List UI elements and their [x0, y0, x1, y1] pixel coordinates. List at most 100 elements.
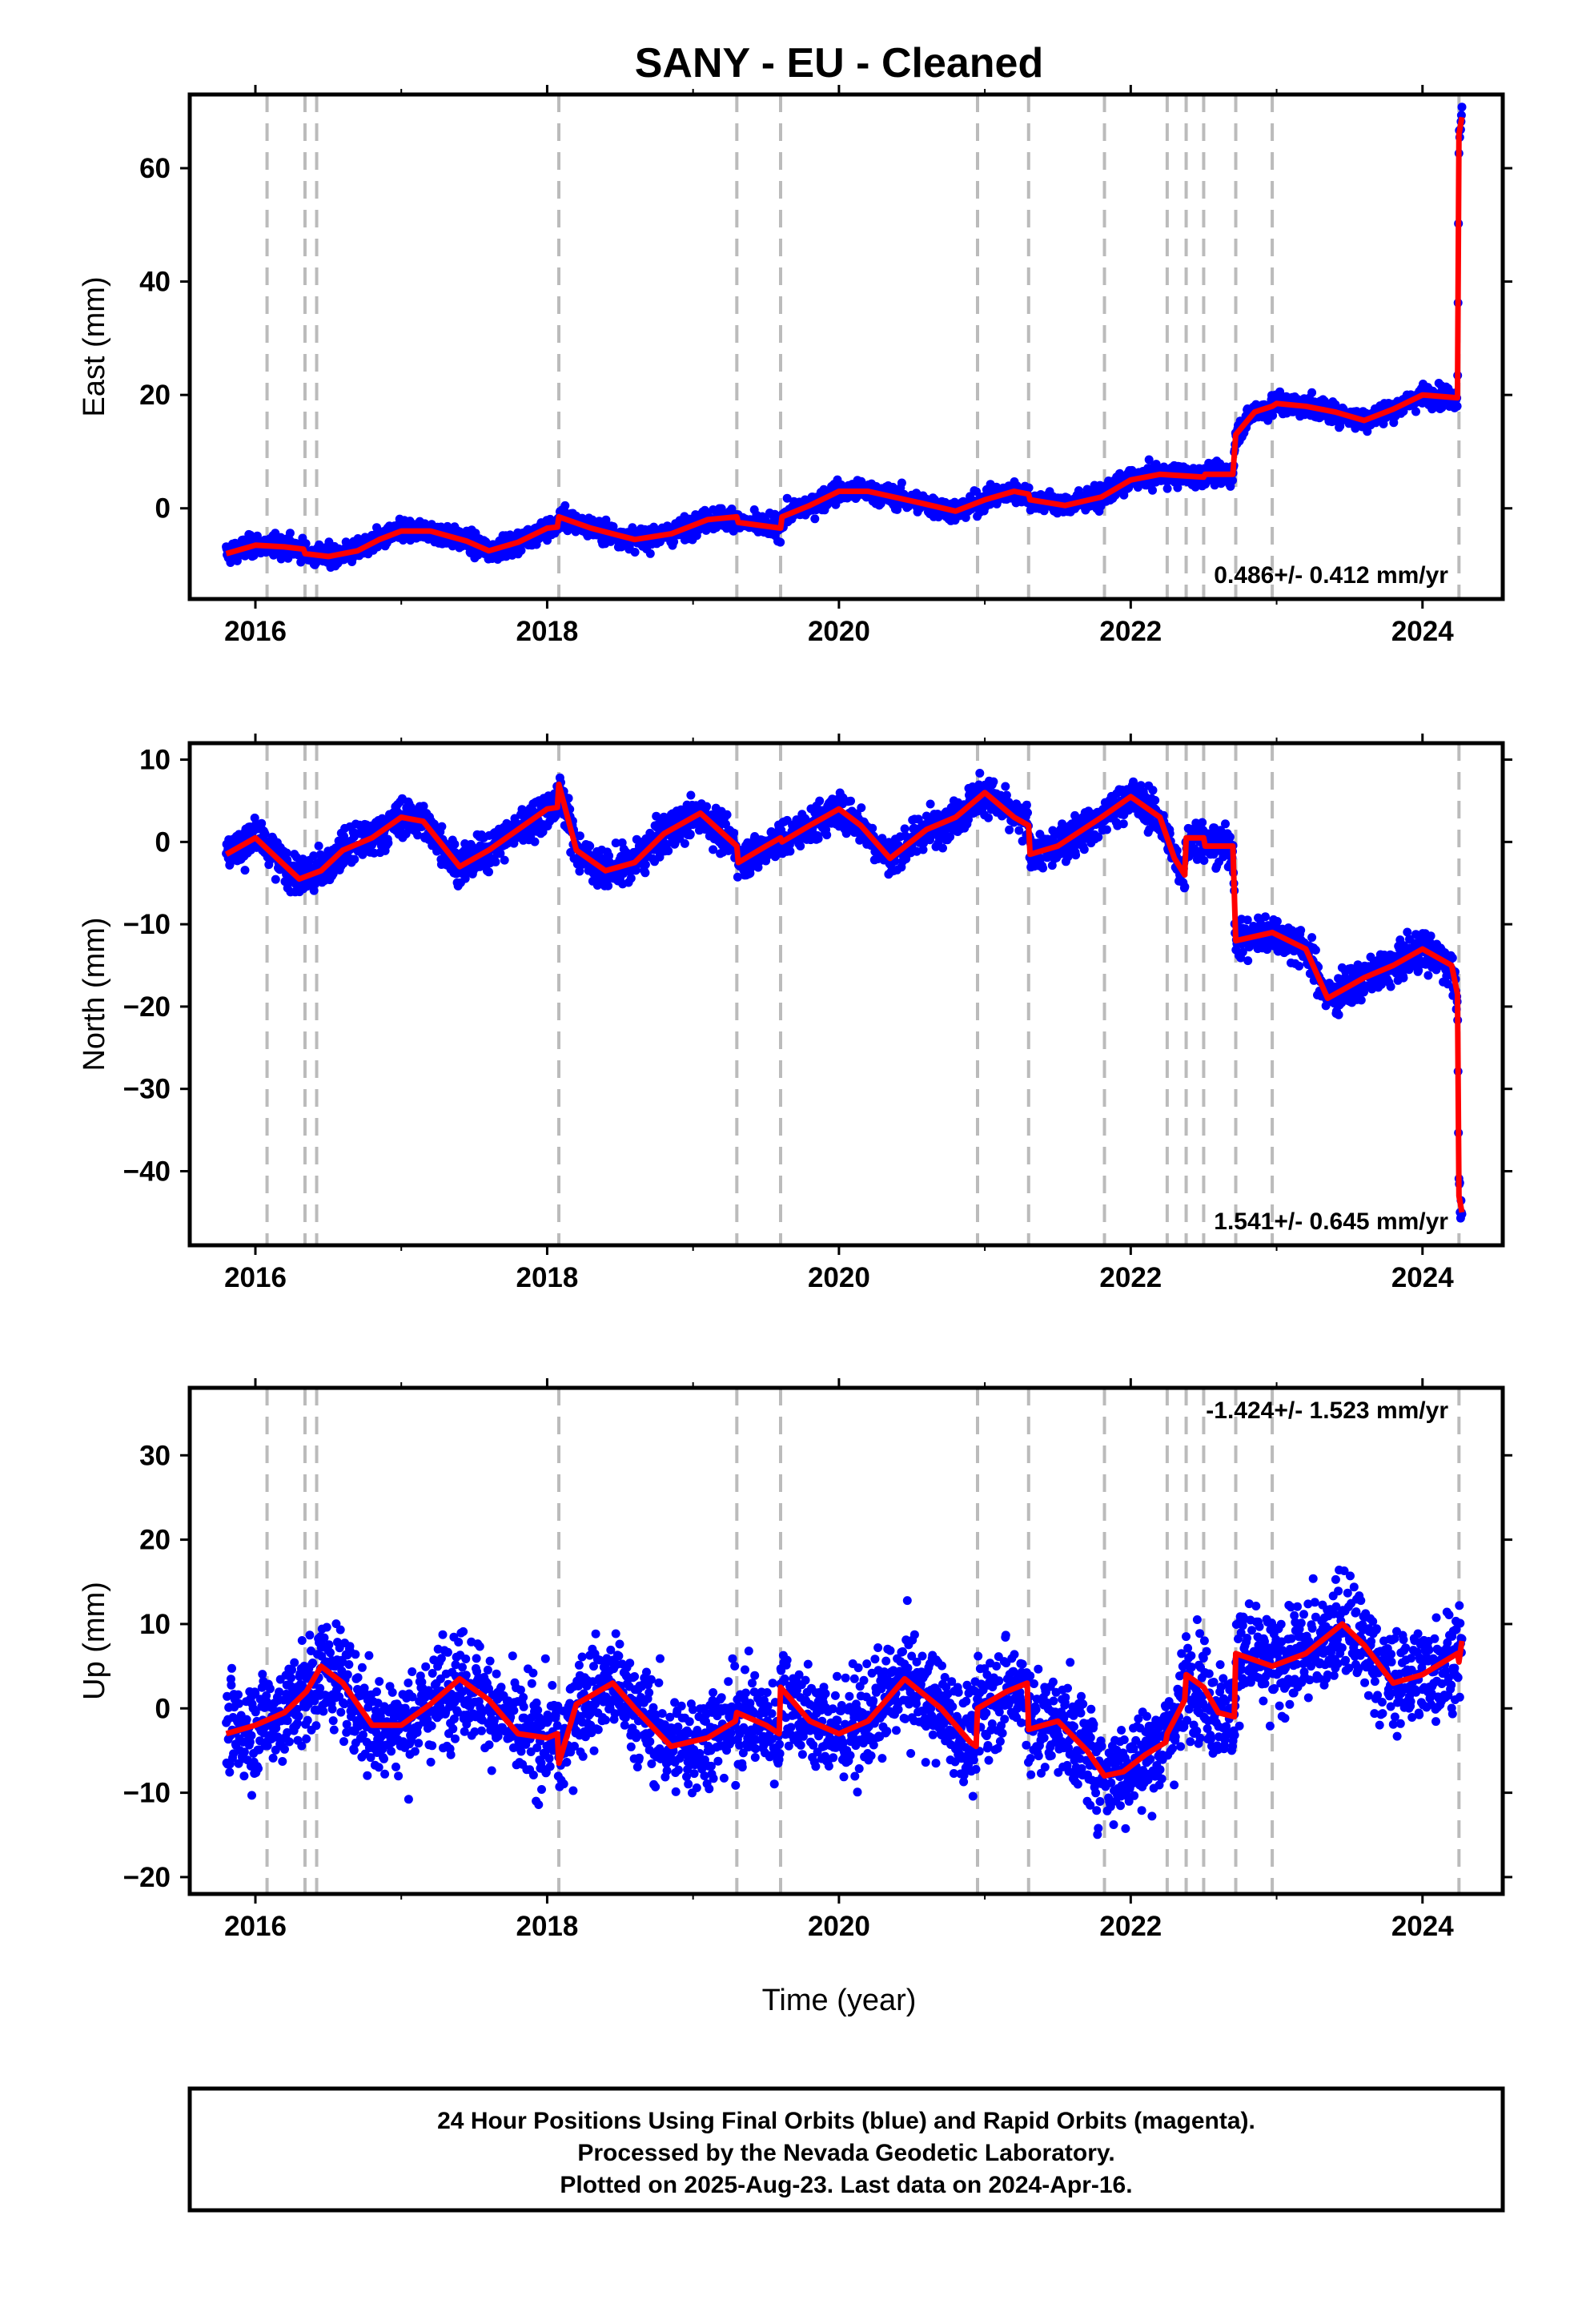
data-point — [309, 886, 319, 895]
data-point — [226, 558, 235, 567]
data-point — [1162, 484, 1172, 493]
data-point — [560, 501, 570, 510]
data-point — [796, 842, 805, 850]
x-tick-label: 2024 — [1391, 616, 1454, 647]
data-point — [604, 881, 613, 891]
data-point — [626, 874, 636, 883]
data-point — [822, 830, 832, 840]
data-point — [575, 831, 584, 841]
model-line — [225, 116, 1465, 560]
data-point — [722, 810, 732, 819]
data-point — [702, 802, 712, 811]
data-point — [900, 824, 909, 834]
data-point — [413, 830, 423, 840]
data-point — [640, 860, 650, 870]
rate-label: 0.486+/- 0.412 mm/yr — [1214, 562, 1448, 589]
data-point — [810, 514, 820, 524]
data-point — [868, 823, 877, 833]
data-point — [729, 828, 739, 838]
data-point — [938, 843, 947, 853]
data-point — [1411, 407, 1420, 416]
data-point — [776, 537, 785, 547]
data-point — [857, 803, 866, 813]
data-point — [733, 872, 742, 882]
data-point — [530, 837, 540, 846]
data-point — [309, 851, 319, 861]
data-point — [1014, 826, 1024, 835]
x-tick-label: 2018 — [516, 616, 579, 647]
data-point — [383, 838, 393, 848]
data-point — [926, 799, 935, 809]
data-point — [984, 813, 993, 822]
x-tick-label: 2020 — [808, 616, 870, 647]
data-point — [1307, 388, 1317, 397]
data-point — [685, 830, 695, 839]
data-point — [785, 846, 795, 856]
data-point — [815, 796, 825, 806]
data-point — [585, 842, 595, 850]
data-point — [246, 530, 255, 540]
data-point — [500, 855, 509, 865]
data-point — [271, 875, 280, 884]
data-point — [1228, 476, 1237, 485]
data-point — [1022, 800, 1031, 810]
y-tick-label: 60 — [139, 153, 171, 184]
data-point — [972, 487, 982, 497]
data-point — [611, 838, 620, 848]
data-point — [1452, 401, 1462, 411]
data-point — [680, 838, 689, 848]
data-point — [419, 802, 428, 811]
data-point — [1024, 483, 1034, 493]
data-point — [1038, 863, 1048, 873]
data-point — [846, 796, 855, 806]
data-point — [564, 794, 573, 803]
plot-frame — [187, 92, 1505, 601]
y-tick-label: 0 — [155, 493, 171, 525]
x-tick-label: 2016 — [224, 616, 287, 647]
data-point — [450, 839, 460, 849]
data-point — [608, 522, 618, 531]
data-point — [491, 857, 500, 866]
data-point — [1457, 103, 1467, 112]
data-point — [1001, 782, 1010, 791]
data-point — [664, 846, 673, 855]
data-point — [897, 478, 906, 488]
data-point — [989, 777, 998, 786]
data-point — [601, 515, 611, 525]
data-point — [630, 548, 640, 557]
data-point — [1275, 387, 1285, 396]
data-point — [709, 845, 718, 854]
data-point — [1173, 483, 1182, 493]
data-point — [437, 822, 447, 831]
data-point — [282, 848, 291, 858]
data-point — [1071, 850, 1081, 860]
data-point — [686, 790, 696, 800]
data-point — [640, 868, 650, 878]
data-point — [339, 831, 348, 841]
panel-north: 2016 2018 2020 2022 2024100−10−20−30−40North… — [78, 734, 1512, 1293]
data-point — [877, 834, 887, 843]
data-point — [260, 829, 270, 838]
data-point — [1023, 808, 1032, 818]
data-point — [575, 866, 584, 876]
data-point — [484, 867, 493, 877]
data-point — [1148, 485, 1157, 495]
data-point — [770, 509, 780, 519]
data-point — [813, 834, 823, 843]
data-point — [1002, 790, 1011, 800]
data-point — [350, 854, 359, 864]
data-point — [918, 845, 928, 854]
x-tick-label: 2022 — [1099, 616, 1162, 647]
figure-title: SANY - EU - Cleaned — [635, 40, 1043, 86]
data-point — [964, 814, 973, 824]
data-point — [301, 539, 311, 549]
data-point — [1144, 455, 1154, 464]
y-tick-label: 20 — [139, 380, 171, 411]
data-point — [645, 549, 655, 558]
y-tick-label: 40 — [139, 267, 171, 298]
data-point — [782, 493, 792, 503]
data-point — [240, 866, 250, 875]
